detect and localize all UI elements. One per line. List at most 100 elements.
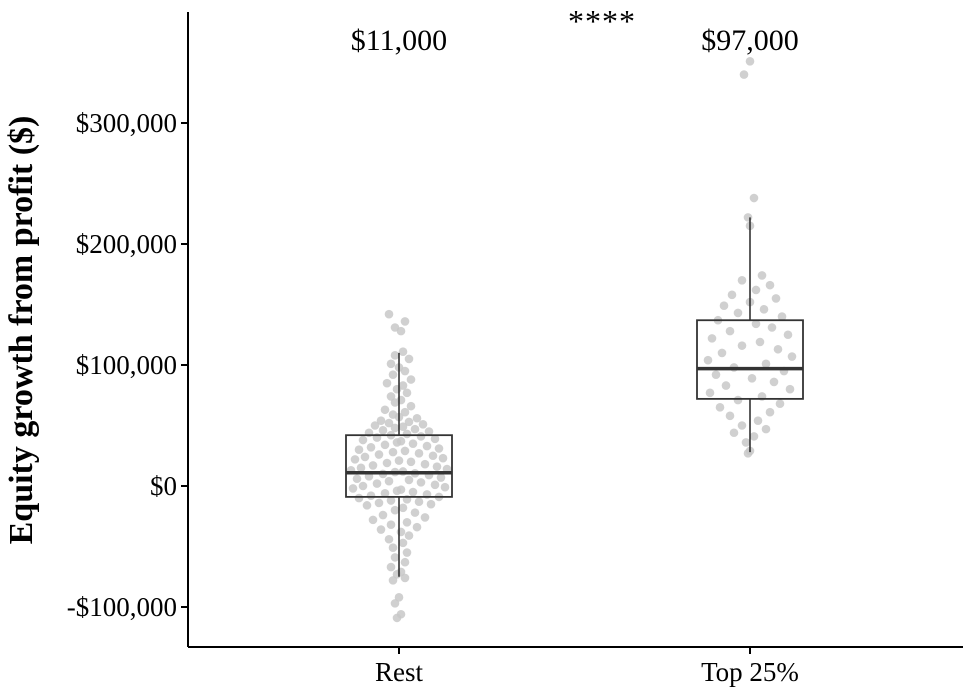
data-point [436,473,446,482]
data-point [380,405,390,415]
data-point [743,213,753,222]
iqr-box [696,319,804,400]
data-point [376,416,386,425]
data-point [749,193,759,203]
data-point [396,326,406,336]
data-point [733,395,743,405]
data-point [775,399,785,409]
data-point [354,445,364,455]
data-point [703,355,713,365]
x-tick-label: Rest [375,657,424,687]
iqr-box [345,434,453,498]
data-point [761,424,771,434]
data-point [374,498,384,508]
data-point [348,484,358,493]
data-point [430,480,440,490]
data-point [765,407,775,417]
data-point [719,301,729,311]
data-point [434,444,444,453]
data-point [388,447,398,457]
data-point [402,518,412,527]
data-point [783,330,793,340]
data-point [440,482,450,492]
data-point [368,461,378,470]
data-point [777,312,787,321]
significance-label: **** [568,3,636,39]
data-point [420,513,430,522]
data-point [388,543,398,553]
data-point [394,593,404,602]
data-point [400,446,410,456]
data-point [717,348,727,358]
data-point [785,384,795,394]
data-point [384,476,394,486]
data-point [416,478,426,487]
data-point [741,438,751,447]
data-point [751,285,761,295]
data-point [408,439,418,448]
data-point [400,407,410,417]
data-point [402,548,412,557]
data-point [370,421,380,430]
data-point [356,463,366,473]
data-point [418,419,428,429]
data-point [412,413,422,423]
y-tick-label: $0 [150,471,177,501]
data-point [374,450,384,459]
data-point [390,398,400,407]
data-point [438,453,448,463]
y-tick-label: $200,000 [76,229,177,259]
data-point [404,417,414,427]
data-point [406,401,416,411]
data-point [767,323,777,332]
data-point [773,344,783,354]
data-point [398,422,408,432]
data-point [378,426,388,435]
data-point [390,351,400,360]
data-point [378,510,388,520]
data-point [400,573,410,583]
data-point [398,538,408,548]
data-point [404,531,414,540]
data-point [384,309,394,319]
data-point [386,359,396,369]
data-point [410,424,420,434]
y-ticks-layer: -$100,000 $0 $100,000 $200,000 $300,000 [67,108,188,622]
data-point [384,418,394,428]
data-point [414,497,424,507]
y-axis-title: Equity growth from profit ($) [3,116,40,545]
data-point [390,423,400,433]
data-point [392,384,402,394]
data-point [354,493,364,503]
data-point [400,317,410,326]
data-point [745,56,755,66]
data-point [388,576,398,585]
data-point [386,496,396,505]
data-point [394,456,404,465]
data-point [424,427,434,436]
data-point [430,434,440,444]
y-tick-label: -$100,000 [67,592,177,622]
data-point [380,488,390,498]
data-point [380,440,390,450]
data-point [408,487,418,497]
data-point [384,534,394,544]
boxes-layer [345,217,804,577]
data-point [715,403,725,412]
data-point [428,451,438,461]
data-point [406,375,416,384]
data-point [368,515,378,525]
data-point [725,411,735,421]
data-point [705,388,715,398]
median-value-label: $11,000 [351,24,447,57]
data-point [412,522,422,532]
data-point [432,462,442,471]
data-point [416,432,426,441]
data-point [398,347,408,356]
data-point [721,381,731,390]
data-point [426,499,436,509]
data-point [366,442,376,452]
data-point [392,438,402,447]
data-point [360,452,370,462]
